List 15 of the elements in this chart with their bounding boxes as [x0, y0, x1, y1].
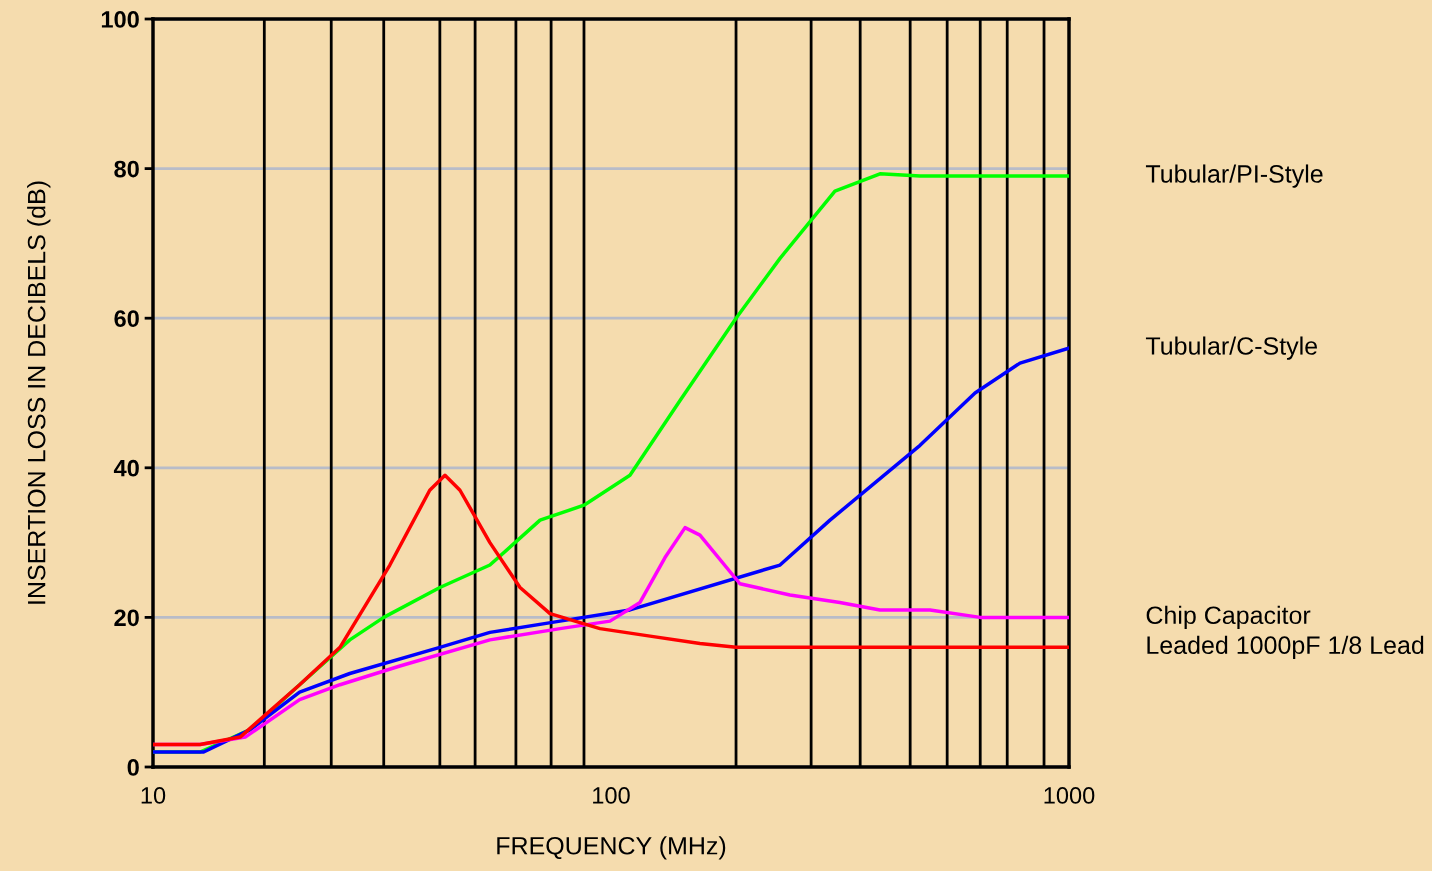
y-tick-label: 20 — [114, 609, 139, 627]
x-tick-label: 1000 — [1044, 787, 1095, 804]
text: Tubular/PI-Style — [1145, 164, 1323, 188]
y-tick-label: 100 — [101, 11, 139, 28]
y-tick-label: 80 — [114, 160, 139, 178]
y-tick-label: 0 — [127, 759, 139, 776]
text: Leaded 1000pF 1/8 Lead — [1147, 635, 1424, 659]
y-axis-title: INSERTION LOSS IN DECIBELS (dB) — [27, 181, 51, 604]
x-tick-label: 100 — [593, 787, 630, 804]
y-tick-label: 40 — [113, 459, 139, 477]
y-tick-label: 60 — [114, 310, 139, 327]
text: Chip Capacitor — [1146, 605, 1311, 630]
x-tick-label: 10 — [141, 787, 166, 804]
x-axis-title: FREQUENCY (MHz) — [497, 836, 726, 860]
text: Tubular/C-Style — [1145, 336, 1318, 360]
